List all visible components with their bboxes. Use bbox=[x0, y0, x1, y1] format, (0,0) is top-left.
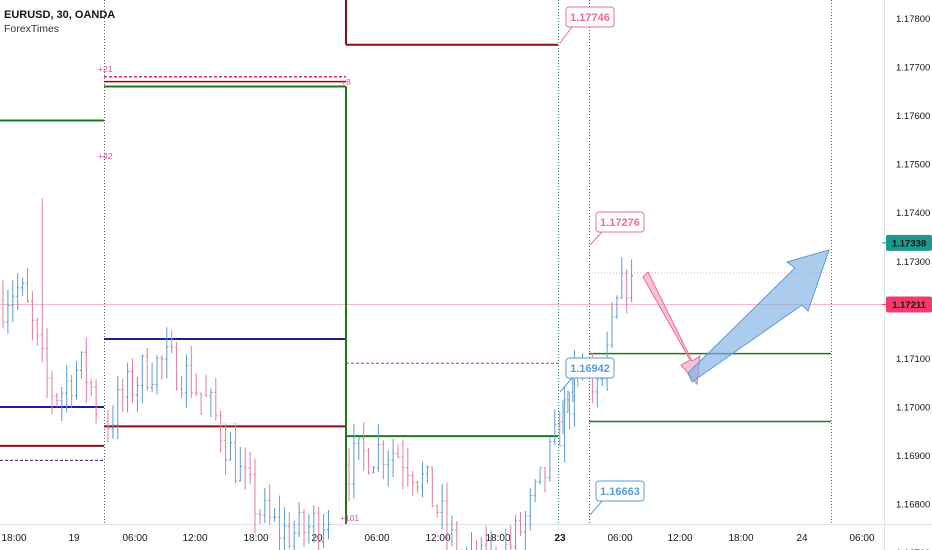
callout-upper-box bbox=[595, 211, 645, 233]
y-tick-label: 1.17500 bbox=[896, 160, 930, 171]
x-tick-label: 20 bbox=[311, 533, 323, 544]
y-tick-label: 1.17100 bbox=[896, 354, 930, 365]
chart-header: EURUSD, 30, OANDA ForexTimes bbox=[4, 8, 115, 36]
y-tick-label: 1.17700 bbox=[896, 63, 930, 74]
up-arrow bbox=[687, 249, 830, 383]
callout-low: 1.16663 bbox=[600, 486, 640, 498]
x-tick-label: 18:00 bbox=[1, 533, 26, 544]
source-label: ForexTimes bbox=[4, 23, 60, 35]
callout-pivot: 1.16942 bbox=[570, 363, 610, 375]
callout-tail bbox=[589, 231, 603, 246]
callout-tail bbox=[559, 377, 573, 393]
callout-pivot-box bbox=[565, 357, 615, 379]
level-label: +101 bbox=[340, 513, 359, 523]
x-tick-label: 06:00 bbox=[849, 533, 874, 544]
y-tick-label: 1.16900 bbox=[896, 451, 930, 462]
x-tick-label: 24 bbox=[796, 533, 808, 544]
y-tick-label: 1.17800 bbox=[896, 14, 930, 25]
y-tick-label: 1.17300 bbox=[896, 257, 930, 268]
price-badge-label: 1.17338 bbox=[892, 238, 926, 249]
level-label: +8 bbox=[341, 77, 351, 87]
x-tick-label: 19 bbox=[68, 533, 80, 544]
price-badge-last bbox=[886, 296, 932, 313]
x-tick-label: 12:00 bbox=[667, 533, 692, 544]
x-tick-label: 12:00 bbox=[182, 533, 207, 544]
y-tick-label: 1.16800 bbox=[896, 500, 930, 511]
y-tick-label: 1.16700 bbox=[896, 548, 930, 550]
level-label: +21 bbox=[98, 64, 113, 74]
x-tick-label: 06:00 bbox=[607, 533, 632, 544]
x-tick-label: 18:00 bbox=[243, 533, 268, 544]
x-tick-label: 18:00 bbox=[728, 533, 753, 544]
level-label: +42 bbox=[98, 151, 113, 161]
symbol-label: EURUSD, 30, OANDA bbox=[4, 9, 116, 21]
x-tick-label: 23 bbox=[554, 533, 566, 544]
callout-tail bbox=[559, 26, 573, 44]
callout-tail bbox=[589, 500, 603, 516]
y-tick-label: 1.17400 bbox=[896, 208, 930, 219]
x-tick-label: 06:00 bbox=[122, 533, 147, 544]
x-tick-label: 06:00 bbox=[364, 533, 389, 544]
x-tick-label: 18:00 bbox=[485, 533, 510, 544]
callout-upper: 1.17276 bbox=[600, 217, 640, 229]
callout-high-box bbox=[565, 6, 615, 28]
y-tick-label: 1.17600 bbox=[896, 111, 930, 122]
price-badge-bid bbox=[886, 234, 932, 251]
callout-low-box bbox=[595, 480, 645, 502]
callout-high: 1.17746 bbox=[570, 12, 610, 24]
down-arrow bbox=[642, 271, 701, 386]
price-axis-panel bbox=[884, 0, 932, 550]
price-badge-label: 1.17211 bbox=[892, 300, 927, 311]
y-tick-label: 1.17000 bbox=[896, 402, 930, 413]
x-tick-label: 12:00 bbox=[425, 533, 450, 544]
